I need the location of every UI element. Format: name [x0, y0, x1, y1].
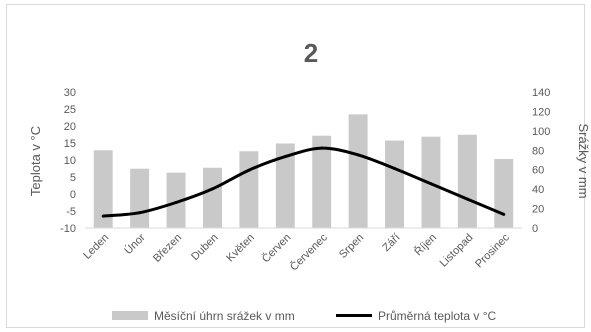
y-right-tick-label: 40	[532, 184, 544, 196]
bar-5	[239, 151, 259, 228]
bar-1	[93, 150, 113, 228]
chart-title: 2	[304, 38, 318, 68]
x-tick-label: Listopad	[438, 232, 476, 270]
y-left-tick-label: 30	[64, 87, 76, 99]
y-left-tick-label: 20	[64, 121, 76, 133]
x-tick-label: Duben	[189, 232, 220, 263]
temperature-point-2	[138, 211, 142, 215]
temperature-line	[103, 146, 505, 218]
y-right-tick-label: 80	[532, 145, 544, 157]
y-right-tick-label: 60	[532, 165, 544, 177]
bar-12	[494, 159, 514, 228]
y-right-tick-label: 120	[532, 106, 550, 118]
legend-precipitation-swatch	[112, 311, 148, 320]
temperature-point-5	[247, 168, 251, 172]
temperature-line-series	[101, 146, 506, 218]
y-left-tick-label: 5	[70, 172, 76, 184]
bar-11	[457, 134, 477, 228]
temperature-point-1	[101, 214, 105, 218]
temperature-point-7	[320, 146, 324, 150]
y-left-tick-label: 10	[64, 155, 76, 167]
x-tick-label: Září	[380, 232, 402, 254]
x-tick-label: Červen	[259, 231, 293, 265]
bar-6	[275, 143, 295, 228]
y-axis-left-ticks: 30 25 20 15 10 5 0 -5 -10	[60, 87, 76, 235]
temperature-point-6	[283, 155, 287, 159]
x-tick-label: Červenec	[287, 231, 330, 274]
x-axis-ticks: Leden Únor Březen Duben Květen ČervenČervenec…	[81, 231, 512, 274]
temperature-point-12	[502, 212, 506, 216]
x-tick-label: Srpen	[337, 232, 366, 261]
legend-temperature-label: Průměrná teplota v °C	[378, 309, 497, 323]
x-tick-label: Leden	[81, 232, 111, 262]
y-axis-right-label: Srážky v mm	[576, 123, 591, 198]
y-axis-right-ticks: 140 120 100 80 60 40 20 0	[532, 87, 550, 235]
bar-4	[202, 167, 222, 228]
temperature-point-10	[429, 182, 433, 186]
x-tick-label: Říjen	[412, 231, 439, 258]
bar-3	[166, 172, 186, 228]
temperature-point-8	[356, 153, 360, 157]
precipitation-bars	[93, 114, 514, 228]
y-left-tick-label: -5	[66, 206, 76, 218]
x-tick-label: Březen	[151, 232, 184, 265]
y-left-tick-label: 15	[64, 138, 76, 150]
x-tick-label: Únor	[122, 231, 148, 257]
y-right-tick-label: 0	[532, 223, 538, 235]
legend: Měsíční úhrn srážek v mm Průměrná teplot…	[112, 309, 497, 323]
y-right-tick-label: 140	[532, 87, 550, 99]
x-tick-label: Prosinec	[473, 231, 512, 270]
bar-8	[348, 114, 368, 228]
y-left-tick-label: 0	[70, 189, 76, 201]
y-axis-left-label: Teplota v °C	[28, 126, 43, 196]
y-right-tick-label: 100	[532, 126, 550, 138]
bar-9	[385, 140, 405, 228]
temperature-point-3	[174, 201, 178, 204]
legend-precipitation-label: Měsíční úhrn srážek v mm	[154, 309, 295, 323]
temperature-point-11	[465, 197, 469, 201]
y-left-tick-label: -10	[60, 223, 76, 235]
x-tick-label: Květen	[224, 232, 257, 265]
y-left-tick-label: 25	[64, 104, 76, 116]
bar-7	[312, 135, 332, 228]
temperature-point-4	[210, 187, 214, 191]
bar-2	[130, 168, 150, 228]
y-right-tick-label: 20	[532, 204, 544, 216]
temperature-point-9	[393, 167, 397, 170]
